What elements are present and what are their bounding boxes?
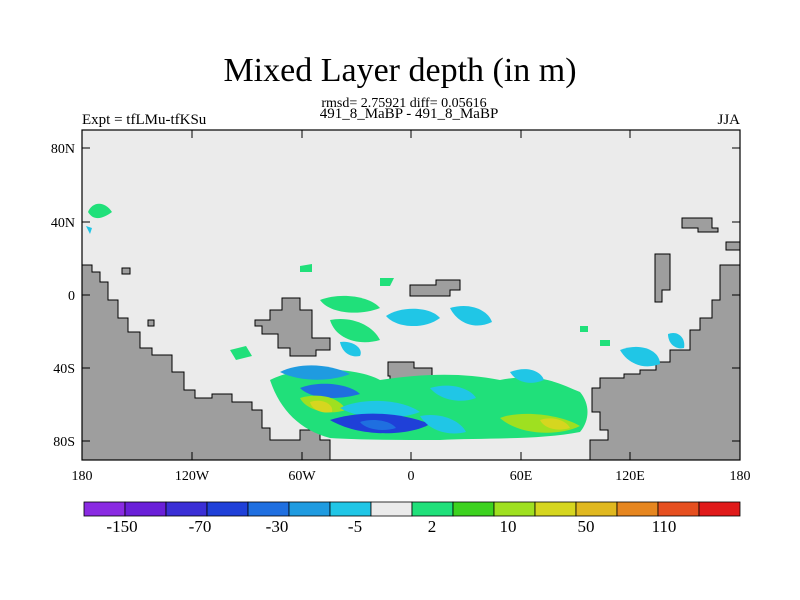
land-northern-strip [409,279,461,297]
land-small-2 [147,319,155,327]
land-small-1 [121,267,131,275]
colorbar-box [288,501,331,517]
experiment-label: Expt = tfLMu-tfKSu [82,112,207,128]
anomaly-fills [86,203,685,440]
plot-subtitle: 491_8_MaBP - 491_8_MaBP [319,106,499,122]
lat-label-80s: 80S [53,435,75,450]
colorbar-box [124,501,167,517]
colorbar-label: 10 [500,517,517,536]
land-east-block [589,264,741,461]
colorbar-box [616,501,659,517]
colorbar-box [657,501,700,517]
lat-label-40s: 40S [53,362,75,377]
colorbar-label: 50 [578,517,595,536]
season-label: JJA [717,112,740,128]
colorbar-label: 2 [428,517,437,536]
land-west-americas [81,264,331,461]
lat-label-0: 0 [68,289,75,304]
colorbar-box [493,501,536,517]
lat-label-80n: 80N [51,142,75,157]
colorbar-box [370,501,413,517]
colorbar-box [329,501,372,517]
colorbar-box [575,501,618,517]
lat-axis [82,147,740,442]
plot-title: Mixed Layer depth (in m) [223,52,577,89]
colorbar-label: 110 [652,517,677,536]
lon-axis [81,130,631,460]
land-east-small [725,241,741,251]
colorbar-box [534,501,577,517]
lon-label-120e: 120E [615,469,645,484]
colorbar-box [411,501,454,517]
rmsd-diff-stats: rmsd= 2.75921 diff= 0.05616 [321,96,487,111]
lon-label-0: 0 [408,469,415,484]
colorbar-label: -70 [189,517,212,536]
anomaly-nw-green [88,203,112,219]
colorbar-box [452,501,495,517]
colorbar-box [83,501,126,517]
lat-label-40n: 40N [51,216,75,231]
land-central-block [254,297,331,357]
colorbar-box [698,501,741,517]
colorbar-label: -150 [106,517,137,536]
lon-label-60e: 60E [510,469,533,484]
lon-label-120w: 120W [175,469,210,484]
colorbar-label: -30 [266,517,289,536]
colorbar-box [206,501,249,517]
colorbar-box [165,501,208,517]
land-east-strip [654,253,671,303]
lon-label-180e: 180 [730,469,751,484]
lon-label-60w: 60W [288,469,316,484]
colorbar-label: -5 [348,517,362,536]
lon-label-180w: 180 [72,469,93,484]
colorbar [83,501,741,517]
land-northeast-island [681,217,719,233]
colorbar-box [247,501,290,517]
